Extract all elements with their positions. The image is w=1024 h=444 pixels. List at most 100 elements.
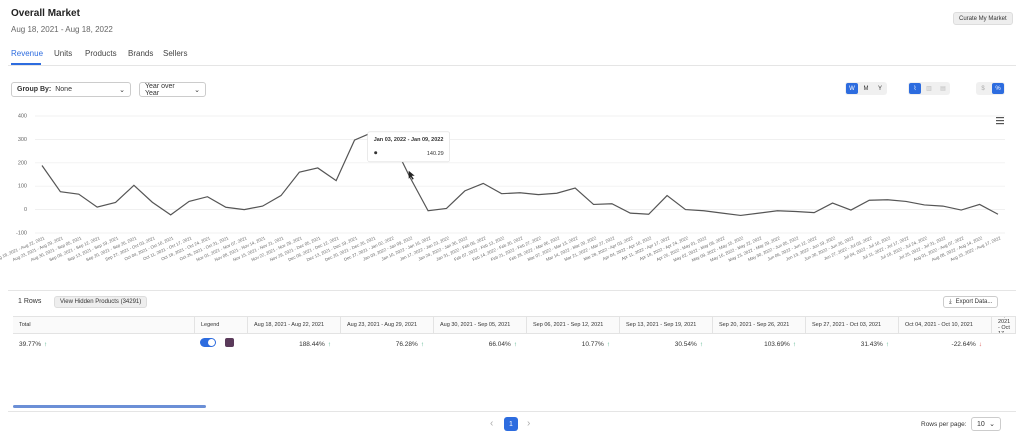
value: None (55, 86, 72, 93)
column-header: Sep 20, 2021 - Sep 26, 2021 (713, 317, 806, 333)
export-button[interactable]: ⤓ Export Data... (943, 296, 999, 308)
compare-select[interactable]: Year over Year ⌄ (139, 82, 206, 97)
trend-arrow: ↑ (44, 340, 48, 348)
trend-arrow: ↑ (885, 340, 889, 348)
table-cell: 10.77% ↑ (527, 337, 620, 351)
value: Year over Year (145, 82, 175, 97)
table-cell: 103.69% ↑ (713, 337, 806, 351)
column-header: Oct 11, 2021 - Oct 17, 2021 (992, 317, 1016, 333)
cell-value: 30.54% (674, 340, 697, 348)
next-page[interactable]: › (527, 418, 531, 429)
cell-value: 39.77% (19, 340, 42, 348)
cell-value: 76.28% (395, 340, 418, 348)
trend-arrow: ↑ (792, 340, 796, 348)
cell-value: 188.44% (299, 340, 325, 348)
period-toggle: W M Y (845, 82, 887, 95)
trend-arrow: ↑ (420, 340, 424, 348)
total-cell: 39.77% ↑ (13, 337, 133, 351)
cursor (408, 170, 415, 180)
trend-arrow: ↑ (513, 340, 517, 348)
table-cell: 31.43% ↑ (806, 337, 899, 351)
hidden-products-button[interactable]: View Hidden Products (34291) (54, 296, 148, 308)
curate-button[interactable]: Curate My Market (953, 12, 1013, 25)
trend-arrow: ↑ (606, 340, 610, 348)
table-header (13, 316, 1016, 334)
column-header: Sep 13, 2021 - Sep 19, 2021 (620, 317, 713, 333)
y-tick-label: 100 (18, 184, 27, 190)
column-header: Sep 06, 2021 - Sep 12, 2021 (527, 317, 620, 333)
value: 10 (977, 420, 985, 428)
divider (8, 411, 1016, 412)
cell-value: 66.04% (488, 340, 511, 348)
tab-underline (11, 63, 41, 65)
trend-arrow: ↓ (978, 340, 982, 348)
column-header: Sep 27, 2021 - Oct 03, 2021 (806, 317, 899, 333)
cell-value: 103.69% (764, 340, 790, 348)
line-chart-button[interactable]: ⌇ (909, 83, 921, 94)
table-cell: 30.54% ↑ (620, 337, 713, 351)
tab[interactable]: Units (54, 49, 73, 58)
tooltip-dot (374, 151, 378, 155)
scrollbar[interactable] (13, 405, 206, 408)
line (41, 131, 999, 217)
label: Export Data... (955, 299, 993, 305)
chart-type-toggle: ⌇ ▥ ▤ (908, 82, 950, 95)
column-header: Aug 23, 2021 - Aug 29, 2021 (341, 317, 434, 333)
y-tick-label: 300 (18, 137, 27, 143)
period-button[interactable]: W (846, 83, 858, 94)
rows-per-page-label: Rows per page: (921, 421, 967, 428)
tooltip: Jan 03, 2022 - Jan 09, 2022 140.29 (367, 131, 450, 163)
page-button[interactable]: 1 (504, 417, 518, 431)
unit-button[interactable]: $ (981, 85, 985, 92)
table-cell: -22.64% ↓ (899, 337, 992, 351)
legend-toggle[interactable] (200, 338, 216, 347)
area-chart-button[interactable]: ▤ (940, 86, 946, 92)
column-header: Oct 04, 2021 - Oct 10, 2021 (899, 317, 992, 333)
rows-per-page-select[interactable]: 10 ⌄ (971, 417, 1001, 431)
tab[interactable]: Brands (128, 49, 154, 58)
table-cell: 76.28% ↑ (341, 337, 434, 351)
tab[interactable]: Sellers (163, 49, 188, 58)
trend-arrow: ↑ (327, 340, 331, 348)
cell-value: 10.77% (581, 340, 604, 348)
prev-page[interactable]: ‹ (490, 418, 494, 429)
tooltip-value: 140.29 (427, 151, 444, 157)
trend-arrow: ↑ (699, 340, 703, 348)
tooltip-box (367, 131, 450, 163)
column-header: Aug 18, 2021 - Aug 22, 2021 (248, 317, 341, 333)
tab[interactable]: Revenue (11, 49, 44, 58)
chevron: ⌄ (194, 86, 200, 94)
period-button[interactable]: Y (877, 85, 882, 92)
column-header: Total (13, 317, 195, 333)
y-tick-label: 0 (24, 207, 27, 213)
legend-swatch (225, 338, 234, 347)
chevron: ⌄ (119, 86, 125, 94)
y-tick-label: -100 (16, 230, 27, 236)
tooltip-title: Jan 03, 2022 - Jan 09, 2022 (374, 137, 444, 143)
bar-chart-button[interactable]: ▥ (926, 86, 932, 92)
date-range: Aug 18, 2021 - Aug 18, 2022 (11, 25, 113, 34)
chevron: ⌄ (989, 421, 995, 428)
cell-value: -22.64% (951, 340, 976, 348)
group-by-select[interactable]: Group By: None ⌄ (11, 82, 131, 97)
download-icon: ⤓ (949, 298, 952, 305)
divider (8, 290, 1016, 291)
row-count: 1 Rows (18, 298, 42, 305)
column-header: Aug 30, 2021 - Sep 05, 2021 (434, 317, 527, 333)
divider (8, 65, 1016, 66)
label: Group By: (17, 86, 52, 93)
unit-button[interactable]: % (992, 83, 1004, 94)
unit-toggle: $ % (976, 82, 1005, 95)
cell-value: 31.43% (860, 340, 883, 348)
y-tick-label: 200 (18, 160, 27, 166)
table-cell: 66.04% ↑ (434, 337, 527, 351)
y-tick-label: 400 (18, 113, 27, 119)
title: Overall Market (11, 8, 80, 19)
column-header: Legend (195, 317, 248, 333)
menu-icon[interactable] (996, 117, 1004, 125)
table-cell: 188.44% ↑ (248, 337, 341, 351)
tab[interactable]: Products (85, 49, 117, 58)
period-button[interactable]: M (863, 85, 869, 92)
